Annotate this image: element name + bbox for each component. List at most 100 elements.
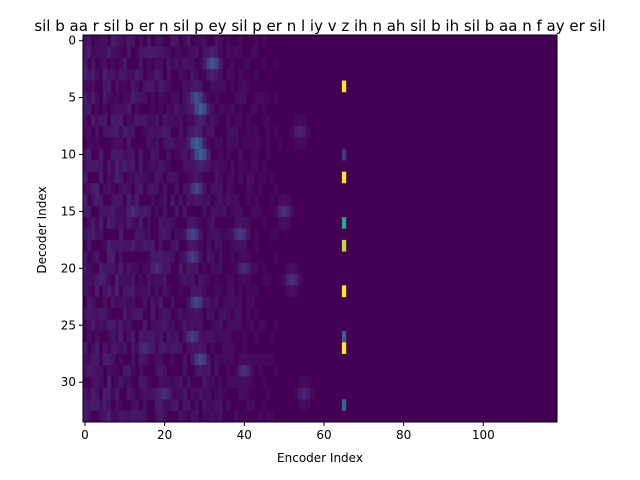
heatmap-cell: [238, 80, 243, 93]
heatmap-cell: [114, 217, 120, 229]
heatmap-cell: [158, 296, 163, 309]
heatmap-cell: [230, 376, 235, 389]
heatmap-cell: [158, 365, 163, 377]
heatmap-cell: [234, 308, 239, 320]
heatmap-cell: [246, 365, 251, 377]
heatmap-cell: [250, 262, 255, 275]
heatmap-cell: [158, 35, 163, 47]
heatmap-cell: [106, 399, 112, 411]
heatmap-cell: [258, 182, 263, 195]
heatmap-cell: [282, 194, 287, 207]
heatmap-cell: [214, 353, 219, 366]
heatmap-cell: [290, 274, 295, 286]
heatmap-cell: [190, 342, 195, 354]
heatmap-cell: [126, 137, 132, 150]
heatmap-cell: [162, 182, 167, 195]
heatmap-cell: [106, 410, 112, 423]
heatmap-cell: [154, 387, 159, 400]
heatmap-cell: [102, 80, 108, 93]
heatmap-cell: [142, 46, 148, 59]
heatmap-cell: [94, 114, 100, 127]
heatmap-cell: [214, 228, 219, 241]
heatmap-cell: [114, 137, 120, 150]
heatmap-cell: [134, 399, 140, 411]
heatmap-cell: [210, 46, 215, 59]
heatmap-peak-cell: [341, 285, 347, 298]
heatmap-cell: [118, 148, 124, 161]
heatmap-cell: [190, 103, 195, 115]
heatmap-cell: [130, 410, 136, 423]
heatmap-cell: [210, 376, 215, 389]
heatmap-cell: [162, 205, 167, 218]
heatmap-cell: [98, 365, 104, 377]
heatmap-cell: [150, 182, 155, 195]
heatmap-cell: [210, 103, 215, 115]
heatmap-cell: [162, 387, 167, 400]
heatmap-cell: [138, 46, 144, 59]
heatmap-cell: [94, 342, 100, 354]
heatmap-cell: [230, 205, 235, 218]
heatmap-cell: [206, 160, 211, 172]
heatmap-cell: [94, 217, 100, 229]
heatmap-cell: [118, 274, 124, 286]
heatmap-cell: [230, 342, 235, 354]
heatmap-cell: [182, 308, 187, 320]
heatmap-cell: [234, 365, 239, 377]
heatmap-cell: [118, 171, 124, 184]
heatmap-cell: [202, 137, 207, 150]
heatmap-cell: [138, 308, 144, 320]
heatmap-cell: [250, 148, 255, 161]
heatmap-cell: [126, 308, 132, 320]
heatmap-cell: [142, 171, 148, 184]
heatmap-cell: [238, 319, 243, 332]
heatmap-cell: [134, 103, 140, 115]
heatmap-cell: [210, 57, 215, 70]
heatmap-cell: [138, 160, 144, 172]
heatmap-cell: [246, 399, 251, 411]
heatmap-cell: [114, 399, 120, 411]
heatmap-cell: [114, 410, 120, 423]
heatmap-cell: [202, 205, 207, 218]
heatmap-cell: [254, 137, 259, 150]
heatmap-cell: [198, 274, 203, 286]
heatmap-cell: [194, 182, 199, 195]
heatmap-cell: [166, 399, 171, 411]
heatmap-cell: [150, 342, 155, 354]
heatmap-cell: [154, 126, 159, 138]
heatmap-cell: [118, 217, 124, 229]
heatmap-cell: [158, 308, 163, 320]
heatmap-cell: [190, 296, 195, 309]
heatmap-cell: [250, 137, 255, 150]
heatmap-cell: [83, 80, 88, 93]
heatmap-cell: [110, 35, 116, 47]
heatmap-cell: [166, 171, 171, 184]
heatmap-cell: [162, 410, 167, 423]
heatmap-cell: [262, 399, 267, 411]
heatmap-cell: [190, 217, 195, 229]
heatmap-cell: [86, 353, 92, 366]
heatmap-cell: [98, 319, 104, 332]
heatmap-cell: [198, 285, 203, 298]
heatmap-cell: [218, 387, 223, 400]
heatmap-cell: [238, 285, 243, 298]
heatmap-cell: [194, 262, 199, 275]
heatmap-cell: [110, 410, 116, 423]
heatmap-cell: [170, 35, 175, 47]
heatmap-cell: [222, 160, 227, 172]
heatmap-cell: [130, 114, 136, 127]
heatmap-cell: [246, 251, 251, 263]
heatmap-cell: [250, 296, 255, 309]
heatmap-cell: [194, 251, 199, 263]
heatmap-cell: [174, 46, 179, 59]
heatmap-cell: [202, 114, 207, 127]
heatmap-cell: [230, 57, 235, 70]
heatmap-cell: [230, 182, 235, 195]
heatmap-cell: [110, 194, 116, 207]
heatmap-cell: [254, 103, 259, 115]
x-tick-label: 60: [316, 428, 331, 442]
heatmap-cell: [106, 46, 112, 59]
heatmap-cell: [198, 365, 203, 377]
heatmap-cell: [246, 126, 251, 138]
heatmap-cell: [106, 171, 112, 184]
heatmap-cell: [98, 114, 104, 127]
